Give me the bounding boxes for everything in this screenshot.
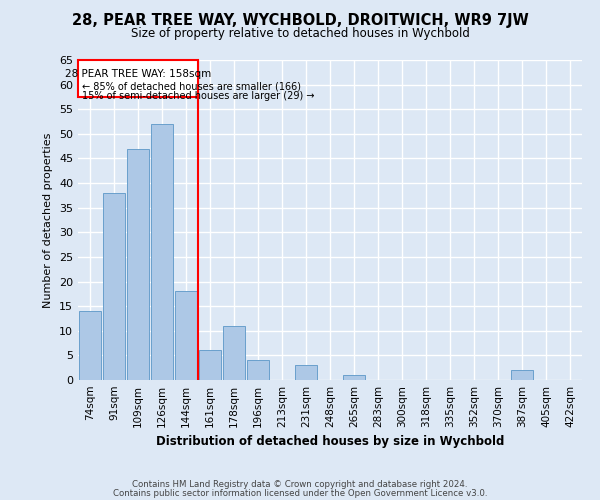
Bar [247,360,269,380]
Text: ← 85% of detached houses are smaller (166): ← 85% of detached houses are smaller (16… [82,81,301,91]
Text: 15% of semi-detached houses are larger (29) →: 15% of semi-detached houses are larger (… [82,91,314,101]
Text: Contains HM Land Registry data © Crown copyright and database right 2024.: Contains HM Land Registry data © Crown c… [132,480,468,489]
Bar [79,311,101,380]
Bar [127,148,149,380]
Bar [103,193,125,380]
Bar [223,326,245,380]
Bar [343,375,365,380]
X-axis label: Distribution of detached houses by size in Wychbold: Distribution of detached houses by size … [156,436,504,448]
Text: 28, PEAR TREE WAY, WYCHBOLD, DROITWICH, WR9 7JW: 28, PEAR TREE WAY, WYCHBOLD, DROITWICH, … [71,12,529,28]
Text: Contains public sector information licensed under the Open Government Licence v3: Contains public sector information licen… [113,488,487,498]
Bar [511,370,533,380]
Y-axis label: Number of detached properties: Number of detached properties [43,132,53,308]
Bar [175,292,197,380]
Bar [151,124,173,380]
Bar [78,60,198,97]
Text: 28 PEAR TREE WAY: 158sqm: 28 PEAR TREE WAY: 158sqm [65,69,211,79]
Text: Size of property relative to detached houses in Wychbold: Size of property relative to detached ho… [131,28,469,40]
Bar [199,350,221,380]
Bar [295,365,317,380]
